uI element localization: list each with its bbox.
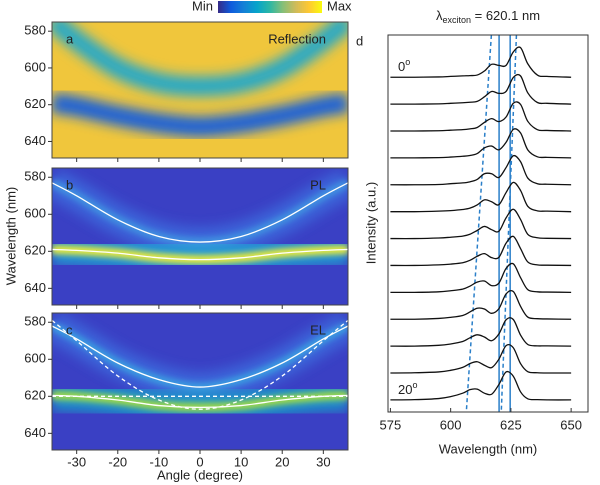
y-tick-label: 640 <box>24 133 46 148</box>
y-tick-label: 620 <box>24 388 46 403</box>
panel-title: EL <box>310 322 326 337</box>
dispersion-line <box>52 325 348 388</box>
plot-frame <box>387 34 589 413</box>
x-tick-label: 0 <box>196 454 203 469</box>
spectrum-line <box>390 262 572 294</box>
x-tick-label: -20 <box>108 454 127 469</box>
y-tick-label: 640 <box>24 425 46 440</box>
heatmap <box>52 313 348 450</box>
spectrum-line <box>390 289 572 320</box>
colorbar-min-label: Min <box>192 0 213 13</box>
spectrum-line <box>390 208 572 240</box>
y-tick-label: 580 <box>24 23 46 38</box>
y-tick-label: 600 <box>24 59 46 74</box>
y-tick-label: 640 <box>24 280 46 295</box>
x-tick-label: 575 <box>380 417 402 432</box>
x-tick-label: -30 <box>67 454 86 469</box>
heatmap <box>52 22 348 158</box>
y-tick-label: 580 <box>24 169 46 184</box>
annotation-text: 20 <box>398 382 412 397</box>
dispersion-line <box>52 394 348 409</box>
guide-line <box>465 34 493 413</box>
annotation-superscript: o <box>412 380 417 390</box>
dispersion-line <box>52 182 348 243</box>
spectrum-line <box>390 154 572 186</box>
title-symbol: λ <box>436 8 443 23</box>
spectrum-line <box>390 370 572 401</box>
x-tick-label: 600 <box>440 417 462 432</box>
panel-title: PL <box>310 177 326 192</box>
annotation: 20o <box>398 380 417 397</box>
dispersion-line <box>52 248 348 261</box>
y-tick-label: 620 <box>24 96 46 111</box>
spectrum-line <box>390 46 572 78</box>
panel-label: c <box>66 322 73 337</box>
x-axis-label: Wavelength (nm) <box>439 441 538 456</box>
spectrum-line <box>390 235 572 267</box>
spectrum-line <box>390 181 572 213</box>
colorbar <box>218 1 322 13</box>
panel-label: b <box>66 177 73 192</box>
y-tick-label: 600 <box>24 351 46 366</box>
x-tick-label: 10 <box>234 454 248 469</box>
dispersion-line <box>52 319 348 410</box>
title-subscript: exciton <box>442 15 471 25</box>
x-tick-label: 30 <box>316 454 330 469</box>
x-tick-label: 20 <box>275 454 289 469</box>
x-axis-label: Angle (degree) <box>157 467 243 482</box>
title-text: = 620.1 nm <box>471 8 540 23</box>
heatmap <box>52 168 348 305</box>
annotation: 0o <box>398 58 410 75</box>
panel-label: d <box>356 33 363 48</box>
panel-label: a <box>66 31 74 46</box>
y-axis-label: Intensity (a.u.) <box>363 182 378 264</box>
x-tick-label: -10 <box>149 454 168 469</box>
x-tick-label: 650 <box>560 417 582 432</box>
spectrum-line <box>390 317 572 347</box>
y-axis-label: Wavelength (nm) <box>3 187 18 286</box>
reflection-band <box>52 22 348 97</box>
y-tick-label: 580 <box>24 314 46 329</box>
x-tick-label: 625 <box>500 417 522 432</box>
spectrum-line <box>390 101 572 132</box>
spectrum-line <box>390 128 572 159</box>
chart-title: λexciton = 620.1 nm <box>436 8 540 25</box>
spectrum-line <box>390 73 572 105</box>
annotation-superscript: o <box>405 58 410 68</box>
colorbar-max-label: Max <box>327 0 352 13</box>
spectrum-line <box>390 343 572 374</box>
annotation-text: 0 <box>398 60 405 75</box>
panel-title: Reflection <box>268 31 326 46</box>
reflection-band <box>52 92 348 137</box>
y-tick-label: 620 <box>24 243 46 258</box>
y-tick-label: 600 <box>24 206 46 221</box>
